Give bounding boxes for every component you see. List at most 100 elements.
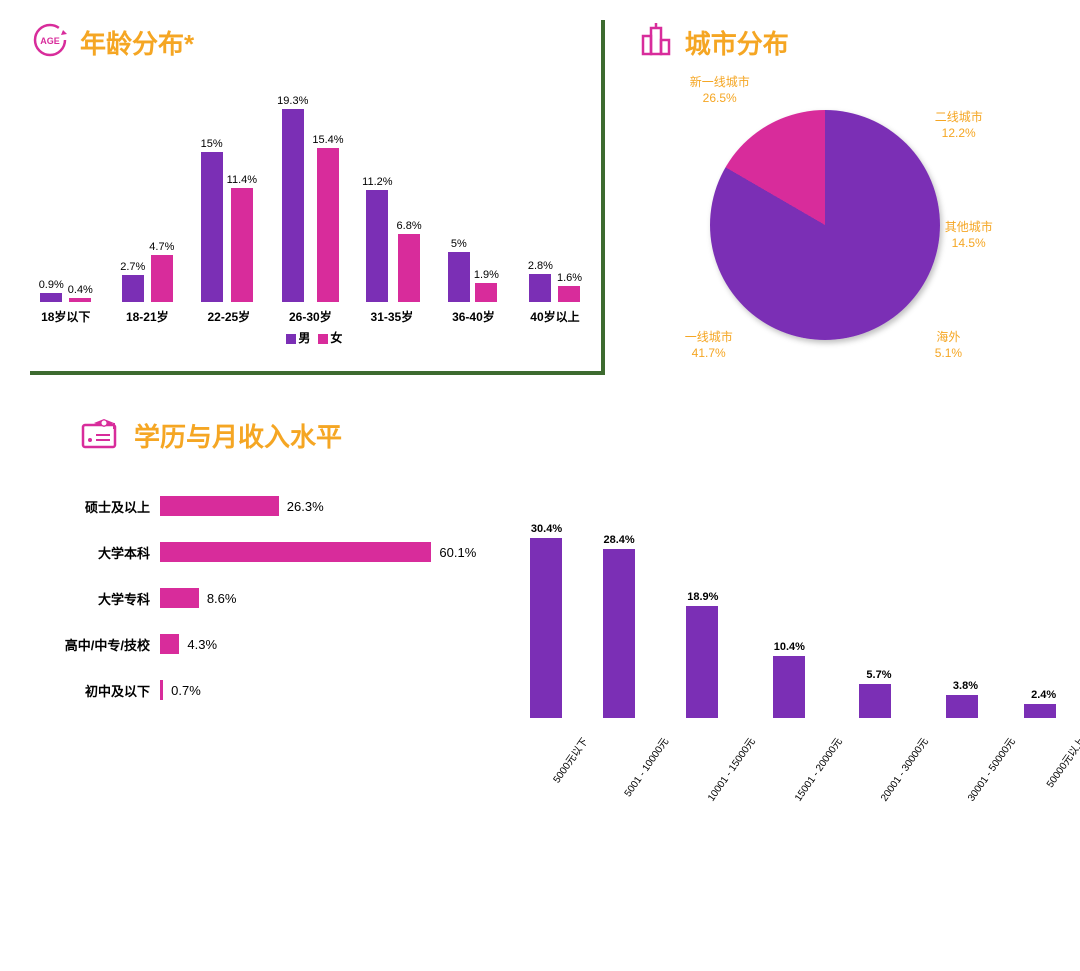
education-row: 大学专科 8.6% bbox=[60, 588, 480, 608]
income-value: 3.8% bbox=[953, 680, 978, 692]
income-value: 5.7% bbox=[866, 669, 891, 681]
education-category: 高中/中专/技校 bbox=[60, 635, 160, 654]
income-bar bbox=[603, 549, 635, 718]
education-bar bbox=[160, 634, 179, 654]
age-bar-value: 1.9% bbox=[474, 269, 499, 281]
education-bar-chart: 硕士及以上26.3%大学本科60.1%大学专科8.6%高中/中专/技校4.3%初… bbox=[30, 496, 480, 796]
svg-text:AGE: AGE bbox=[40, 36, 60, 46]
age-category-label: 26-30岁 bbox=[289, 308, 332, 325]
age-bar: 19.3% bbox=[277, 82, 308, 302]
age-category-label: 31-35岁 bbox=[371, 308, 414, 325]
legend-label: 男 bbox=[298, 331, 310, 345]
income-bar bbox=[530, 538, 562, 719]
education-value: 8.6% bbox=[207, 591, 237, 606]
pie-slice-label: 二线城市12.2% bbox=[935, 110, 983, 141]
income-bar-chart: 30.4%5000元以下28.4%5001 - 10000元18.9%10001… bbox=[520, 496, 1069, 796]
pie-slice-name: 其他城市 bbox=[945, 220, 993, 236]
pie-slice-label: 一线城市41.7% bbox=[685, 330, 733, 361]
education-row: 大学本科 60.1% bbox=[60, 542, 480, 562]
legend-swatch bbox=[286, 334, 296, 344]
age-bar-value: 0.9% bbox=[39, 279, 64, 291]
age-group: 19.3% 15.4% 26-30岁 bbox=[275, 82, 347, 325]
pie-slice-label: 海外5.1% bbox=[935, 330, 962, 361]
age-bar-value: 0.4% bbox=[68, 284, 93, 296]
age-group: 2.8% 1.6% 40岁以上 bbox=[519, 82, 591, 325]
education-income-panel: 学历与月收入水平 硕士及以上 26.3% 大学本科 60.1% 大学专科 8.6% 高中/中… bbox=[30, 415, 1050, 796]
education-category: 大学专科 bbox=[60, 589, 160, 608]
age-bar: 5% bbox=[448, 82, 470, 302]
age-title: 年龄分布* bbox=[80, 24, 194, 61]
age-bar-chart: 0.9% 0.4% 18岁以下 2.7% 4.7% 18-21岁 15%11.4%22-25… bbox=[30, 75, 591, 325]
building-icon bbox=[635, 20, 675, 65]
education-row: 初中及以下 0.7% bbox=[60, 680, 480, 700]
city-header: 城市分布 bbox=[635, 20, 1050, 65]
age-bar-value: 11.2% bbox=[362, 176, 392, 188]
age-bar: 6.8% bbox=[397, 82, 422, 302]
income-bar bbox=[686, 606, 718, 718]
income-value: 30.4% bbox=[531, 523, 562, 535]
income-value: 2.4% bbox=[1031, 689, 1056, 701]
education-bar bbox=[160, 496, 279, 516]
edu-income-title: 学历与月收入水平 bbox=[134, 417, 342, 454]
pie-slice-name: 新一线城市 bbox=[690, 75, 750, 91]
age-distribution-panel: AGE 年龄分布* 0.9% 0.4% 18岁以下 2.7% 4.7% 18-21岁 15%… bbox=[30, 20, 605, 375]
income-value: 18.9% bbox=[687, 591, 718, 603]
age-bar-value: 19.3% bbox=[277, 95, 308, 107]
age-header: AGE 年龄分布* bbox=[30, 20, 591, 65]
age-bar: 15.4% bbox=[312, 82, 343, 302]
income-bar bbox=[946, 695, 978, 718]
age-category-label: 18岁以下 bbox=[41, 308, 90, 325]
education-value: 60.1% bbox=[439, 545, 476, 560]
income-category: 50000元以上 bbox=[1042, 734, 1080, 816]
age-group: 11.2% 6.8% 31-35岁 bbox=[356, 82, 428, 325]
age-bar: 0.9% bbox=[39, 82, 64, 302]
legend-label: 女 bbox=[330, 331, 342, 345]
age-bar: 11.2% bbox=[362, 82, 392, 302]
income-bar bbox=[773, 656, 805, 718]
income-bar bbox=[1024, 704, 1056, 718]
education-value: 0.7% bbox=[171, 683, 201, 698]
age-category-label: 36-40岁 bbox=[452, 308, 495, 325]
income-bar bbox=[859, 684, 891, 718]
education-category: 大学本科 bbox=[60, 543, 160, 562]
education-category: 初中及以下 bbox=[60, 681, 160, 700]
age-bar: 15% bbox=[201, 82, 223, 302]
age-bar-value: 1.6% bbox=[557, 272, 582, 284]
age-bar: 11.4% bbox=[227, 82, 257, 302]
education-row: 硕士及以上 26.3% bbox=[60, 496, 480, 516]
city-title: 城市分布 bbox=[685, 24, 789, 61]
age-bar: 2.7% bbox=[120, 82, 145, 302]
city-pie-chart bbox=[710, 110, 940, 340]
age-bar-value: 5% bbox=[451, 238, 467, 250]
education-bar bbox=[160, 542, 431, 562]
education-bar bbox=[160, 588, 199, 608]
age-icon: AGE bbox=[30, 20, 70, 65]
legend-swatch bbox=[318, 334, 328, 344]
pie-slice-label: 其他城市14.5% bbox=[945, 220, 993, 251]
age-bar-value: 2.7% bbox=[120, 261, 145, 273]
age-category-label: 40岁以上 bbox=[530, 308, 579, 325]
age-bar: 4.7% bbox=[149, 82, 174, 302]
age-group: 15%11.4%22-25岁 bbox=[193, 82, 265, 325]
pie-slice-name: 一线城市 bbox=[685, 330, 733, 346]
age-bar: 0.4% bbox=[68, 82, 93, 302]
age-bar-value: 2.8% bbox=[528, 260, 553, 272]
pie-slice-value: 14.5% bbox=[945, 236, 993, 252]
age-legend: 男女 bbox=[30, 329, 591, 346]
education-value: 26.3% bbox=[287, 499, 324, 514]
pie-slice-value: 26.5% bbox=[690, 91, 750, 107]
city-pie-wrap: 一线城市41.7% 新一线城市26.5% 二线城市12.2% 其他城市14.5% 海外5… bbox=[635, 75, 1015, 375]
education-bar bbox=[160, 680, 163, 700]
age-bar: 1.9% bbox=[474, 82, 499, 302]
income-value: 28.4% bbox=[604, 534, 635, 546]
age-bar: 2.8% bbox=[528, 82, 553, 302]
pie-slice-name: 海外 bbox=[935, 330, 962, 346]
education-category: 硕士及以上 bbox=[60, 497, 160, 516]
pie-slice-label: 新一线城市26.5% bbox=[690, 75, 750, 106]
age-category-label: 18-21岁 bbox=[126, 308, 169, 325]
age-group: 5% 1.9% 36-40岁 bbox=[438, 82, 510, 325]
pie-slice-value: 12.2% bbox=[935, 126, 983, 142]
pie-slice-name: 二线城市 bbox=[935, 110, 983, 126]
pie-slice-value: 5.1% bbox=[935, 346, 962, 362]
age-bar-value: 6.8% bbox=[397, 220, 422, 232]
